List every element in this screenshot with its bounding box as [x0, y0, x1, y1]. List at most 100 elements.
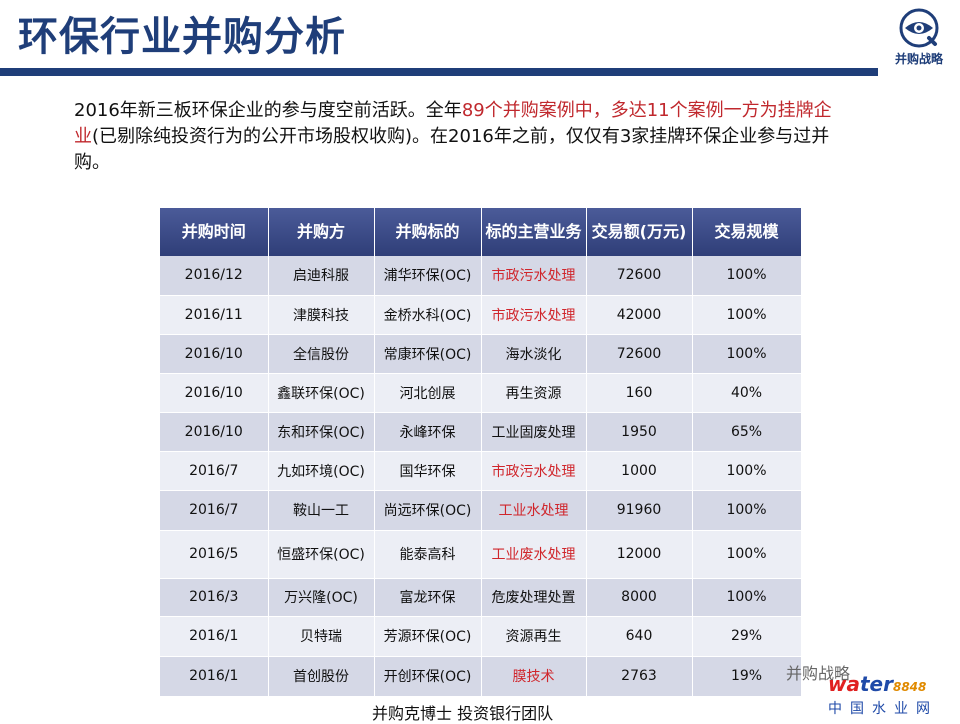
- cell-target: 富龙环保: [374, 578, 482, 617]
- cell-amount: 12000: [586, 530, 693, 579]
- logo-text: 并购战略: [894, 52, 943, 66]
- cell-amount: 72600: [586, 334, 693, 374]
- cell-target: 尚远环保(OC): [374, 490, 482, 531]
- cell-scale: 100%: [692, 530, 802, 579]
- cell-scale: 100%: [692, 490, 802, 531]
- cell-acquirer: 鞍山一工: [268, 490, 375, 531]
- table-row: 2016/3 万兴隆(OC) 富龙环保 危废处理处置 8000 100%: [160, 578, 802, 617]
- cell-scale: 65%: [692, 412, 802, 452]
- table-row: 2016/10 鑫联环保(OC) 河北创展 再生资源 160 40%: [160, 373, 802, 413]
- table-row: 2016/7 鞍山一工 尚远环保(OC) 工业水处理 91960 100%: [160, 490, 802, 531]
- intro-highlight: 89个并购案例中，多达11个案例一方为挂牌企业: [74, 100, 832, 147]
- cell-acquirer: 津膜科技: [268, 295, 375, 335]
- cell-acquirer: 全信股份: [268, 334, 375, 374]
- cell-business: 市政污水处理: [481, 295, 587, 335]
- cell-acquirer: 鑫联环保(OC): [268, 373, 375, 413]
- cell-amount: 42000: [586, 295, 693, 335]
- cell-target: 金桥水科(OC): [374, 295, 482, 335]
- cell-acquirer: 首创股份: [268, 656, 375, 697]
- cell-amount: 1000: [586, 451, 693, 491]
- cell-amount: 160: [586, 373, 693, 413]
- cell-target: 能泰高科: [374, 530, 482, 579]
- cell-business: 再生资源: [481, 373, 587, 413]
- cell-date: 2016/12: [160, 256, 269, 296]
- cell-target: 永峰环保: [374, 412, 482, 452]
- cell-target: 常康环保(OC): [374, 334, 482, 374]
- cell-scale: 40%: [692, 373, 802, 413]
- cell-scale: 19%: [692, 656, 802, 697]
- cell-business: 市政污水处理: [481, 256, 587, 296]
- title-rule: [0, 68, 878, 76]
- cell-amount: 91960: [586, 490, 693, 531]
- page-title: 环保行业并购分析: [18, 14, 346, 60]
- logo: 并购战略: [886, 8, 952, 78]
- cell-date: 2016/1: [160, 656, 269, 697]
- table-row: 2016/7 九如环境(OC) 国华环保 市政污水处理 1000 100%: [160, 451, 802, 491]
- cell-amount: 1950: [586, 412, 693, 452]
- cell-date: 2016/7: [160, 451, 269, 491]
- cell-business: 市政污水处理: [481, 451, 587, 491]
- table-row: 2016/1 首创股份 开创环保(OC) 膜技术 2763 19%: [160, 656, 802, 697]
- cell-business: 海水淡化: [481, 334, 587, 374]
- column-header: 交易规模: [692, 208, 802, 256]
- intro-paragraph: 2016年新三板环保企业的参与度空前活跃。全年89个并购案例中，多达11个案例一…: [74, 98, 834, 176]
- cell-acquirer: 启迪科服: [268, 256, 375, 296]
- brand-logo: water8848 中国水业网: [828, 672, 954, 717]
- cell-target: 河北创展: [374, 373, 482, 413]
- cell-target: 浦华环保(OC): [374, 256, 482, 296]
- cell-target: 芳源环保(OC): [374, 616, 482, 657]
- deals-table: 并购时间 并购方 并购标的 标的主营业务 交易额(万元) 交易规模 2016/12 启迪科服…: [160, 208, 802, 697]
- cell-date: 2016/10: [160, 334, 269, 374]
- cell-business: 资源再生: [481, 616, 587, 657]
- cell-acquirer: 贝特瑞: [268, 616, 375, 657]
- brand-main: water8848: [828, 672, 954, 696]
- cell-business: 膜技术: [481, 656, 587, 697]
- cell-date: 2016/5: [160, 530, 269, 579]
- intro-part-1: 2016年新三板环保企业的参与度空前活跃。全年: [74, 100, 462, 121]
- cell-business: 工业废水处理: [481, 530, 587, 579]
- table-header-row: 并购时间 并购方 并购标的 标的主营业务 交易额(万元) 交易规模: [160, 208, 802, 256]
- cell-scale: 100%: [692, 256, 802, 296]
- table-row: 2016/11 津膜科技 金桥水科(OC) 市政污水处理 42000 100%: [160, 295, 802, 335]
- cell-scale: 29%: [692, 616, 802, 657]
- brand-subtitle: 中国水业网: [828, 701, 938, 717]
- cell-scale: 100%: [692, 295, 802, 335]
- brand-main-red: wa: [828, 672, 860, 696]
- cell-date: 2016/11: [160, 295, 269, 335]
- column-header: 并购时间: [160, 208, 269, 256]
- eye-icon: [899, 8, 939, 48]
- cell-business: 工业水处理: [481, 490, 587, 531]
- cell-scale: 100%: [692, 334, 802, 374]
- intro-part-3: (已剔除纯投资行为的公开市场股权收购)。在2016年之前，仅仅有3家挂牌环保企业…: [74, 126, 830, 173]
- column-header: 并购标的: [374, 208, 482, 256]
- table-row: 2016/10 东和环保(OC) 永峰环保 工业固废处理 1950 65%: [160, 412, 802, 452]
- table-body: 2016/12 启迪科服 浦华环保(OC) 市政污水处理 72600 100% 2016/1…: [160, 256, 802, 697]
- cell-date: 2016/10: [160, 412, 269, 452]
- cell-date: 2016/1: [160, 616, 269, 657]
- cell-date: 2016/10: [160, 373, 269, 413]
- cell-date: 2016/7: [160, 490, 269, 531]
- cell-amount: 72600: [586, 256, 693, 296]
- cell-business: 危废处理处置: [481, 578, 587, 617]
- cell-acquirer: 万兴隆(OC): [268, 578, 375, 617]
- cell-business: 工业固废处理: [481, 412, 587, 452]
- footer-text: 并购克博士 投资银行团队: [372, 704, 554, 723]
- cell-amount: 2763: [586, 656, 693, 697]
- cell-scale: 100%: [692, 451, 802, 491]
- brand-number: 8848: [892, 680, 927, 694]
- column-header: 交易额(万元): [586, 208, 693, 256]
- table-row: 2016/1 贝特瑞 芳源环保(OC) 资源再生 640 29%: [160, 616, 802, 657]
- cell-scale: 100%: [692, 578, 802, 617]
- watermark-text: 并购战略: [786, 664, 851, 683]
- cell-amount: 8000: [586, 578, 693, 617]
- cell-acquirer: 东和环保(OC): [268, 412, 375, 452]
- column-header: 标的主营业务: [481, 208, 587, 256]
- cell-target: 国华环保: [374, 451, 482, 491]
- column-header: 并购方: [268, 208, 375, 256]
- table-row: 2016/5 恒盛环保(OC) 能泰高科 工业废水处理 12000 100%: [160, 530, 802, 579]
- table-row: 2016/12 启迪科服 浦华环保(OC) 市政污水处理 72600 100%: [160, 256, 802, 296]
- cell-target: 开创环保(OC): [374, 656, 482, 697]
- table-row: 2016/10 全信股份 常康环保(OC) 海水淡化 72600 100%: [160, 334, 802, 374]
- cell-amount: 640: [586, 616, 693, 657]
- brand-main-blue: ter: [859, 672, 893, 696]
